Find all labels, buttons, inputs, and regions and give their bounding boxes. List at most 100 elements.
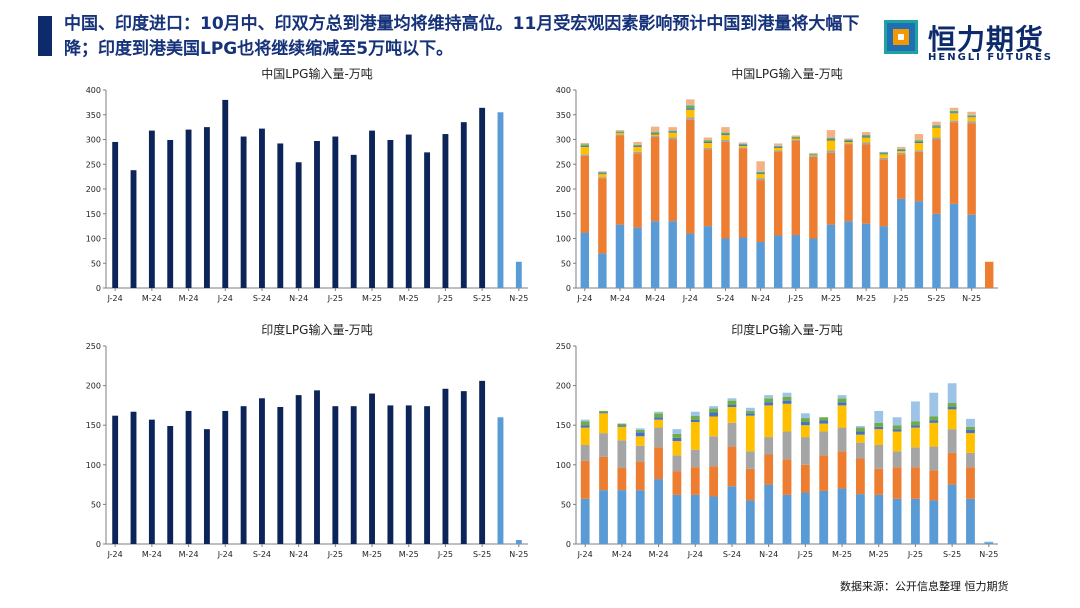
- bar-segment: [672, 471, 682, 495]
- data-source-note: 数据来源：公开信息整理 恒力期货: [840, 580, 1009, 593]
- bar-segment: [949, 203, 959, 288]
- chart-title: 中国LPG输入量-万吨: [261, 66, 373, 81]
- x-tick-label: S-24: [253, 294, 271, 303]
- bar-segment: [633, 141, 642, 145]
- bar-segment: [764, 395, 774, 399]
- bar-segment: [686, 104, 695, 106]
- bar: [112, 141, 119, 288]
- bar-segment: [598, 177, 607, 179]
- bar-segment: [826, 139, 836, 141]
- bar: [240, 406, 247, 544]
- bar-segment: [703, 149, 713, 227]
- bar-segment: [756, 171, 765, 174]
- x-tick-label: S-24: [716, 294, 734, 303]
- bar-segment: [800, 422, 810, 426]
- x-tick-label: J-25: [797, 550, 813, 559]
- y-tick-label: 50: [91, 500, 101, 509]
- bar-segment: [580, 460, 590, 499]
- bar-segment: [879, 226, 888, 288]
- bar-segment: [819, 420, 829, 424]
- bar-segment: [967, 116, 976, 118]
- bar-segment: [690, 422, 700, 450]
- bar-segment: [826, 130, 836, 138]
- bar-segment: [598, 178, 607, 254]
- bar-segment: [709, 412, 719, 417]
- x-tick-label: M-24: [610, 294, 630, 303]
- bar-segment: [615, 224, 625, 288]
- bar-segment: [599, 456, 608, 491]
- bar-segment: [911, 401, 920, 422]
- bar-segment: [672, 494, 682, 544]
- bar: [350, 154, 357, 288]
- bar-segment: [650, 137, 660, 222]
- x-tick-label: M-24: [612, 550, 632, 559]
- bar: [515, 540, 522, 544]
- x-tick-label: J-25: [893, 294, 909, 303]
- bar-segment: [672, 437, 682, 442]
- bar: [277, 406, 284, 544]
- bar-segment: [929, 392, 939, 417]
- bar: [222, 410, 229, 544]
- bar-segment: [686, 99, 695, 105]
- x-tick-label: J-24: [682, 294, 698, 303]
- bar: [277, 143, 284, 288]
- x-tick-label: N-24: [289, 550, 308, 559]
- bar-segment: [635, 461, 645, 491]
- x-tick-label: J-25: [787, 294, 803, 303]
- bar-segment: [650, 133, 660, 135]
- bar-segment: [580, 155, 590, 233]
- bar-segment: [947, 484, 957, 544]
- bar-segment: [617, 440, 627, 468]
- x-tick-label: M-25: [362, 294, 382, 303]
- bar-segment: [650, 221, 660, 288]
- bar-segment: [837, 427, 847, 452]
- bar-segment: [668, 130, 677, 132]
- y-tick-label: 350: [556, 111, 571, 120]
- bar-segment: [745, 413, 755, 416]
- bar-segment: [738, 144, 748, 146]
- x-tick-label: M-24: [142, 550, 162, 559]
- x-tick-label: N-24: [751, 294, 770, 303]
- bar: [295, 162, 302, 288]
- bar-segment: [984, 261, 994, 288]
- bar-segment: [580, 146, 590, 155]
- bar-segment: [598, 172, 607, 174]
- bar-segment: [914, 201, 924, 288]
- x-tick-label: N-25: [509, 294, 528, 303]
- bar-segment: [911, 425, 920, 428]
- bar-segment: [709, 436, 719, 467]
- bar-segment: [874, 445, 884, 469]
- bar-segment: [686, 233, 695, 288]
- bar-segment: [911, 498, 920, 544]
- bar-segment: [672, 433, 682, 438]
- bar-segment: [809, 238, 818, 288]
- bar-segment: [897, 146, 906, 149]
- bar-segment: [809, 155, 818, 157]
- y-tick-label: 250: [556, 160, 571, 169]
- bar-segment: [932, 139, 941, 214]
- x-tick-label: S-25: [473, 294, 491, 303]
- bar-segment: [773, 235, 783, 288]
- bar-segment: [635, 490, 645, 544]
- bar-segment: [690, 419, 700, 423]
- bar-segment: [617, 425, 627, 427]
- x-tick-label: J-25: [327, 294, 343, 303]
- bar-segment: [650, 134, 660, 137]
- bar: [130, 170, 137, 288]
- bar-segment: [897, 154, 906, 199]
- y-tick-label: 350: [86, 111, 101, 120]
- bar-segment: [580, 154, 590, 156]
- bar-segment: [879, 157, 888, 160]
- bar-segment: [617, 426, 627, 441]
- bar-segment: [949, 112, 959, 114]
- y-tick-label: 400: [86, 86, 101, 95]
- x-tick-label: M-25: [832, 550, 852, 559]
- bar-segment: [911, 421, 920, 426]
- bar-segment: [709, 466, 719, 497]
- bar-segment: [947, 403, 957, 407]
- bar-segment: [690, 494, 700, 544]
- bar-segment: [598, 174, 607, 178]
- x-tick-label: S-25: [943, 550, 961, 559]
- bar-segment: [947, 409, 957, 430]
- bar: [515, 261, 522, 288]
